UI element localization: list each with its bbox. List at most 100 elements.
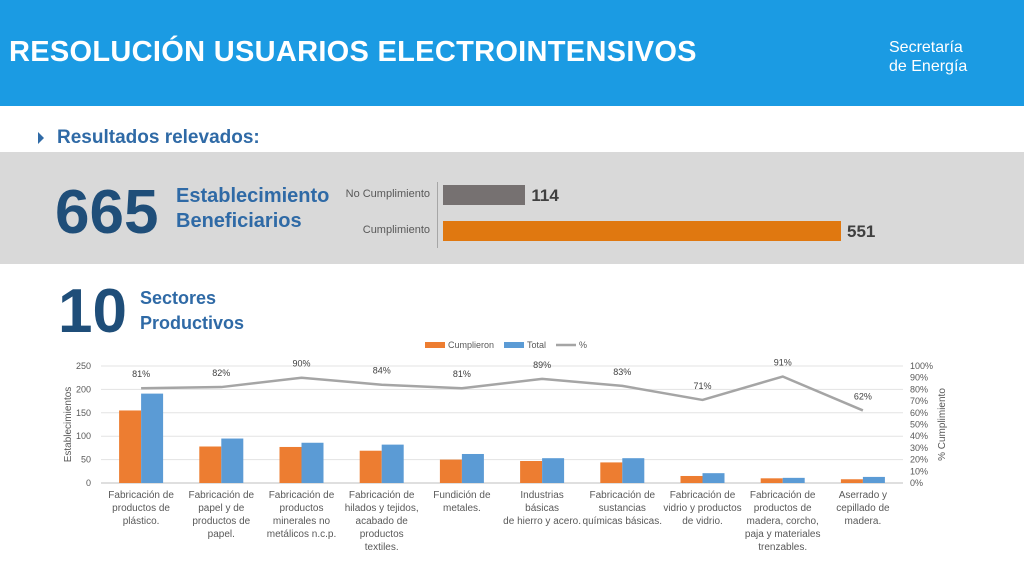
x-category-label-line: Fabricación de	[589, 490, 656, 501]
y-tick-label: 200	[76, 384, 91, 394]
x-category-label-line: Industrias básicas	[520, 490, 564, 514]
y2-tick-label: 40%	[910, 431, 928, 441]
x-category-label-line: productos de	[112, 503, 170, 514]
legend-swatch	[504, 342, 524, 348]
hbar-no-cumplimiento	[443, 185, 526, 205]
x-category-label-line: papel.	[207, 529, 235, 540]
x-category-label-line: minerales no	[272, 516, 331, 527]
x-category-label: Fabricación de hilados y tejidos, acabado …	[342, 489, 422, 554]
bar-total	[542, 458, 565, 483]
x-category-label-line: Fabricación de	[108, 490, 174, 501]
y2-tick-label: 50%	[910, 420, 928, 430]
x-category-label-line: trenzables.	[758, 542, 808, 553]
bar-cumplieron	[119, 410, 142, 483]
header-bar: RESOLUCIÓN USUARIOS ELECTROINTENSIVOS Se…	[0, 0, 1024, 106]
x-category-label-line: Fabricación de	[749, 490, 816, 501]
bar-cumplieron	[600, 462, 623, 483]
x-category-label: Fabricación de productos minerales no metál…	[262, 489, 342, 541]
bar-cumplieron	[760, 478, 783, 483]
y2-tick-label: 90%	[910, 373, 928, 383]
y-tick-label: 150	[76, 408, 91, 418]
slide-title: RESOLUCIÓN USUARIOS ELECTROINTENSIVOS	[9, 36, 697, 68]
brand-logo: Secretaría de Energía	[889, 38, 967, 76]
x-category-label: Fabricación de vidrio y productos de vidri…	[663, 489, 743, 528]
bar-total	[461, 453, 484, 483]
y2-axis-title: % Cumplimiento	[937, 388, 948, 461]
y-tick-label: 250	[76, 361, 91, 371]
y-tick-label: 50	[81, 455, 91, 465]
x-category-label-line: metálicos n.c.p.	[266, 529, 337, 540]
legend-swatch	[425, 342, 445, 348]
hbar-category-label: Cumplimiento	[362, 224, 430, 236]
x-category-label: Fabricación de productos de plástico.	[101, 489, 181, 528]
x-category-label: Aserrado y cepillado de madera.	[823, 489, 903, 528]
percent-data-label: 81%	[132, 369, 150, 379]
x-category-label-line: madera.	[844, 516, 882, 527]
x-category-label-line: Fabricación de	[188, 490, 255, 501]
bar-cumplieron	[439, 459, 462, 483]
percent-line	[141, 375, 864, 412]
x-category-label: Fundición de metales.	[422, 489, 502, 515]
establishments-label-line-1: Establecimiento	[176, 185, 330, 207]
x-category-label-line: Aserrado y	[838, 490, 888, 501]
x-category-label-line: Fabricación de	[669, 490, 736, 501]
x-category-label: Industrias básicas de hierro y acero.	[502, 489, 582, 528]
x-category-label-line: metales.	[442, 503, 481, 514]
percent-data-label: 71%	[693, 381, 711, 391]
hbar-cumplimiento	[443, 221, 841, 241]
x-category-label-line: plástico.	[122, 516, 160, 527]
percent-data-label: 83%	[613, 367, 631, 377]
x-category-label-line: de vidrio.	[682, 516, 723, 527]
x-category-label-line: vidrio y productos	[663, 503, 742, 514]
percent-data-label: 91%	[774, 358, 792, 368]
legend-label: %	[579, 340, 587, 350]
section-title: Resultados relevados:	[57, 127, 260, 148]
establishments-number: 665	[55, 178, 159, 247]
x-category-label-line: cepillado de	[836, 503, 890, 514]
bar-total	[381, 444, 404, 483]
x-category-label-line: textiles.	[364, 542, 399, 553]
bar-cumplieron	[359, 450, 382, 483]
sectors-label-line-1: Sectores	[140, 288, 217, 308]
percent-data-label: 89%	[533, 360, 551, 370]
y2-tick-label: 80%	[910, 384, 928, 394]
hbar-axis	[437, 182, 438, 248]
y-axis-title: Establecimientos	[63, 387, 74, 463]
bar-cumplieron	[680, 475, 703, 483]
section-heading: Resultados relevados:	[38, 126, 260, 150]
x-category-label-line: papel y de	[198, 503, 245, 514]
bullet-triangle-icon	[38, 132, 44, 144]
x-category-label-line: acabado de	[355, 516, 408, 527]
x-category-label-line: hilados y tejidos,	[344, 503, 419, 514]
hbar-value-label: 551	[847, 222, 876, 241]
sectors-label-line-2: Productivos	[140, 313, 245, 333]
bar-cumplieron	[279, 446, 302, 483]
percent-data-label: 90%	[292, 359, 310, 369]
x-category-label: Fabricación de papel y de productos de pape…	[181, 489, 261, 541]
y2-tick-label: 20%	[910, 455, 928, 465]
bar-total	[141, 393, 164, 483]
x-category-label-line: madera, corcho,	[746, 516, 819, 527]
sectors-number: 10	[58, 277, 127, 346]
bar-total	[622, 458, 645, 483]
y-tick-label: 100	[76, 431, 91, 441]
bar-total	[301, 442, 324, 483]
x-category-label-line: productos de	[753, 503, 812, 514]
x-category-label-line: productos	[279, 503, 324, 514]
hbar-category-label: No Cumplimiento	[345, 188, 430, 200]
y2-tick-label: 0%	[910, 478, 923, 488]
y2-tick-label: 100%	[910, 361, 933, 371]
sectors-label: Sectores Productivos	[140, 286, 244, 336]
establishments-label-line-2: Beneficiarios	[176, 210, 302, 232]
x-category-label-line: productos de	[192, 516, 251, 527]
y-tick-label: 0	[86, 478, 91, 488]
legend-label: Cumplieron	[448, 340, 494, 350]
bar-total	[782, 477, 805, 483]
legend-label: Total	[527, 340, 546, 350]
percent-data-label: 81%	[453, 369, 471, 379]
x-category-label-line: químicas básicas.	[582, 516, 663, 527]
x-category-label-line: Fabricación de	[268, 490, 335, 501]
x-category-label-line: sustancias	[598, 503, 646, 514]
percent-data-label: 82%	[212, 368, 230, 378]
